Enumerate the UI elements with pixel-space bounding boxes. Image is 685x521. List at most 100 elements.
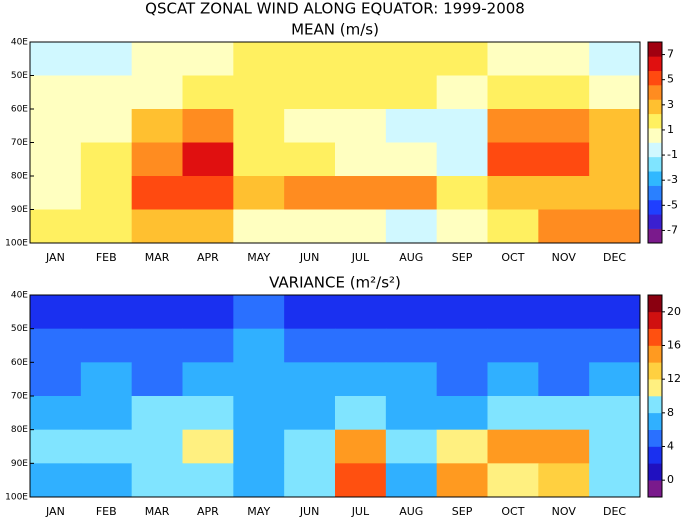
heat-cell: [30, 209, 82, 244]
x-tick-label: JAN: [45, 505, 65, 517]
heat-cell: [80, 75, 133, 110]
heat-cell: [284, 109, 336, 143]
heat-cell: [436, 209, 488, 244]
heat-cell: [385, 42, 438, 76]
x-tick-label: MAR: [145, 251, 170, 264]
heat-cell: [538, 42, 590, 76]
x-tick-label: JUL: [351, 505, 370, 517]
x-tick-label: OCT: [501, 251, 524, 264]
heat-cell: [589, 176, 641, 210]
colorbar-swatch: [648, 379, 662, 397]
heat-cell: [589, 463, 641, 498]
heat-cell: [538, 142, 590, 177]
heat-cell: [284, 362, 336, 397]
x-tick-label: JAN: [45, 251, 65, 264]
heat-cell: [233, 295, 285, 330]
heat-cell: [487, 328, 539, 363]
heat-cell: [80, 109, 133, 143]
colorbar-label: 3: [667, 98, 674, 111]
heat-cell: [385, 109, 438, 143]
heat-cell: [233, 396, 285, 431]
heat-cell: [233, 429, 285, 464]
heat-cell: [30, 142, 82, 177]
heat-cell: [131, 42, 183, 76]
y-tick-label: 90E: [11, 205, 28, 215]
heat-cell: [182, 75, 234, 110]
heat-cell: [436, 396, 488, 431]
heat-cell: [182, 396, 234, 431]
colorbar-swatch: [648, 463, 662, 481]
colorbar-label: 0: [667, 473, 674, 486]
heat-cell: [436, 429, 488, 464]
heat-cell: [487, 75, 539, 110]
colorbar-swatch: [648, 56, 662, 72]
heat-cell: [182, 42, 234, 76]
colorbar-label: -3: [667, 173, 678, 186]
heat-cell: [436, 142, 488, 177]
heat-cell: [233, 209, 285, 244]
heat-cell: [80, 429, 133, 464]
heat-cell: [30, 362, 82, 397]
colorbar-label: -7: [667, 223, 678, 236]
heat-cell: [233, 109, 285, 143]
x-tick-label: NOV: [552, 505, 577, 517]
heat-cell: [589, 362, 641, 397]
heat-cell: [335, 209, 387, 244]
panel-title: MEAN (m/s): [291, 21, 379, 39]
heat-cell: [589, 75, 641, 110]
heat-cell: [80, 176, 133, 210]
heat-cell: [182, 176, 234, 210]
heat-cell: [284, 75, 336, 110]
heat-cell: [233, 362, 285, 397]
heat-cell: [335, 429, 387, 464]
heat-cell: [233, 176, 285, 210]
colorbar-label: 16: [667, 339, 681, 352]
colorbar-swatch: [648, 185, 662, 201]
x-tick-label: MAY: [247, 251, 270, 264]
x-tick-label: SEP: [452, 251, 473, 264]
colorbar-swatch: [648, 99, 662, 115]
heat-cell: [131, 328, 183, 363]
heat-cell: [335, 176, 387, 210]
heat-cell: [487, 176, 539, 210]
heat-cell: [131, 109, 183, 143]
heat-cell: [30, 396, 82, 431]
y-tick-label: 60E: [11, 358, 28, 368]
heat-cell: [436, 176, 488, 210]
heat-cell: [182, 295, 234, 330]
heat-cell: [385, 328, 438, 363]
colorbar-label: -5: [667, 198, 678, 211]
y-tick-label: 70E: [11, 138, 28, 148]
heat-cell: [335, 42, 387, 76]
heat-cell: [487, 396, 539, 431]
heat-cell: [284, 429, 336, 464]
heat-cell: [131, 429, 183, 464]
heat-cell: [436, 463, 488, 498]
heat-cell: [385, 209, 438, 244]
y-tick-label: 40E: [11, 291, 28, 301]
x-tick-label: MAY: [247, 505, 270, 517]
heat-cell: [233, 75, 285, 110]
x-tick-label: MAR: [145, 505, 170, 517]
heat-cell: [131, 463, 183, 498]
y-tick-label: 90E: [11, 459, 28, 469]
colorbar-swatch: [648, 446, 662, 464]
colorbar-swatch: [648, 228, 662, 244]
heat-cell: [131, 142, 183, 177]
heat-cell: [385, 176, 438, 210]
heat-cell: [233, 328, 285, 363]
heat-cell: [589, 396, 641, 431]
heat-cell: [80, 463, 133, 498]
heat-cell: [233, 463, 285, 498]
panel-title: VARIANCE (m²/s²): [269, 274, 401, 292]
heat-cell: [30, 176, 82, 210]
colorbar-swatch: [648, 128, 662, 143]
y-tick-label: 80E: [11, 172, 28, 182]
heat-cell: [436, 75, 488, 110]
heat-cell: [80, 328, 133, 363]
heat-cell: [30, 328, 82, 363]
x-tick-label: DEC: [603, 505, 626, 517]
heat-cell: [538, 295, 590, 330]
heat-cell: [487, 42, 539, 76]
